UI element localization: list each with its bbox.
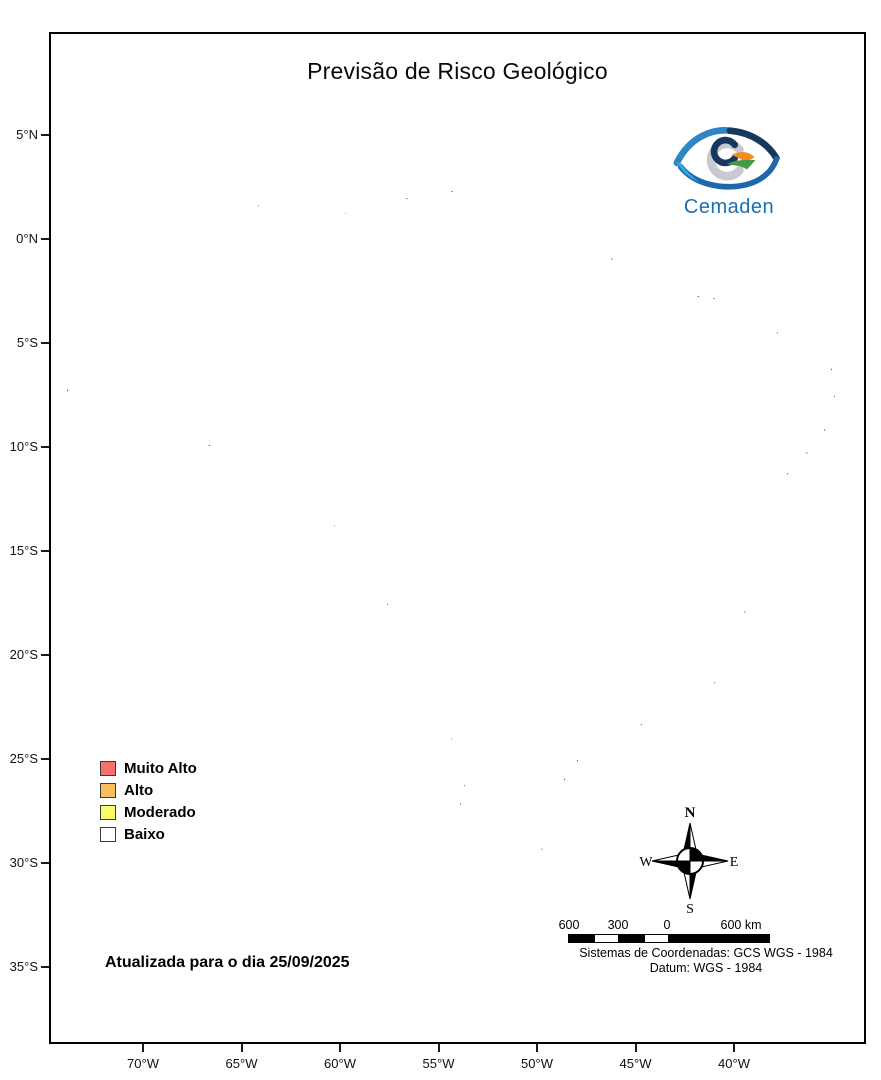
lat-tick-25°S [41,758,49,760]
lat-label-20°S: 20°S [9,647,38,662]
lat-label-15°S: 15°S [9,543,38,558]
legend-label-alto: Alto [124,781,154,799]
coordinate-system-line2: Datum: WGS - 1984 [649,961,763,975]
scale-label-600-left: 600 [558,918,580,932]
lon-tick-55°W [437,1044,440,1052]
scale-label-300: 300 [607,918,629,932]
cemaden-wordmark: Cemaden [683,196,775,218]
lon-tick-45°W [634,1044,637,1052]
lon-tick-60°W [339,1044,341,1052]
lat-label-25°S: 25°S [9,751,38,766]
legend-label-baixo: Baixo [124,825,165,843]
lat-tick-35°S [41,966,49,968]
cemaden-logo: Cemaden [666,124,792,219]
lon-label-65°W: 65°W [225,1056,258,1071]
map-title: Previsão de Risco Geológico [307,58,608,84]
update-date-note: Atualizada para o dia 25/09/2025 [105,954,350,971]
lon-label-50°W: 50°W [521,1056,553,1071]
legend-label-moderado: Moderado [124,803,196,821]
lon-label-40°W: 40°W [718,1056,750,1071]
lon-label-70°W: 70°W [127,1056,159,1071]
compass-south-label: S [686,902,694,917]
lon-tick-50°W [536,1044,538,1052]
legend-item-muito-alto: Muito Alto [100,757,197,779]
lat-tick-20°S [41,654,49,656]
lon-tick-70°W [142,1044,144,1052]
lat-label-0°N: 0°N [16,231,38,246]
lat-label-30°S: 30°S [9,855,38,870]
scale-bar: 600 300 0 600 km [556,918,836,943]
scale-bar-graphic [568,934,770,943]
compass-north-label: N [685,805,696,821]
legend-label-muito-alto: Muito Alto [124,759,197,777]
scale-label-600-km: 600 km [720,918,762,932]
compass-star [651,822,729,900]
legend-item-moderado: Moderado [100,801,197,823]
lat-tick-30°S [41,862,49,864]
legend-swatch-alto [100,782,116,798]
legend-item-baixo: Baixo [100,823,197,845]
compass-west-label: W [639,855,653,870]
coordinate-system-line1: Sistemas de Coordenadas: GCS WGS - 1984 [579,946,833,960]
map-frame: Previsão de Risco Geológico [49,32,866,1044]
cemaden-eye-icon [673,127,780,190]
scale-bar-labels: 600 300 0 600 km [556,918,836,934]
lon-tick-65°W [240,1044,243,1052]
legend-item-alto: Alto [100,779,197,801]
lat-label-5°N: 5°N [16,127,38,142]
risk-legend: Muito Alto Alto Moderado Baixo [100,757,197,845]
legend-swatch-muito-alto [100,760,116,776]
lat-tick-15°S [41,550,49,552]
lon-label-55°W: 55°W [422,1056,455,1071]
lat-label-10°S: 10°S [9,439,38,454]
lon-label-60°W: 60°W [324,1056,356,1071]
compass-east-label: E [730,855,739,870]
lat-tick-5°S [41,342,49,344]
lon-label-45°W: 45°W [619,1056,652,1071]
lon-tick-40°W [733,1044,735,1052]
lat-tick-0°N [41,238,49,240]
compass-rose: N S E W [639,805,739,917]
legend-swatch-moderado [100,804,116,820]
lat-tick-5°N [41,134,49,136]
brazil-map [54,122,852,954]
lat-label-5°S: 5°S [16,335,38,350]
scale-label-0: 0 [663,918,671,932]
lat-tick-10°S [41,446,49,448]
lat-label-35°S: 35°S [9,959,38,974]
legend-swatch-baixo [100,826,116,842]
coordinate-system-note: Sistemas de Coordenadas: GCS WGS - 1984 … [506,946,881,976]
